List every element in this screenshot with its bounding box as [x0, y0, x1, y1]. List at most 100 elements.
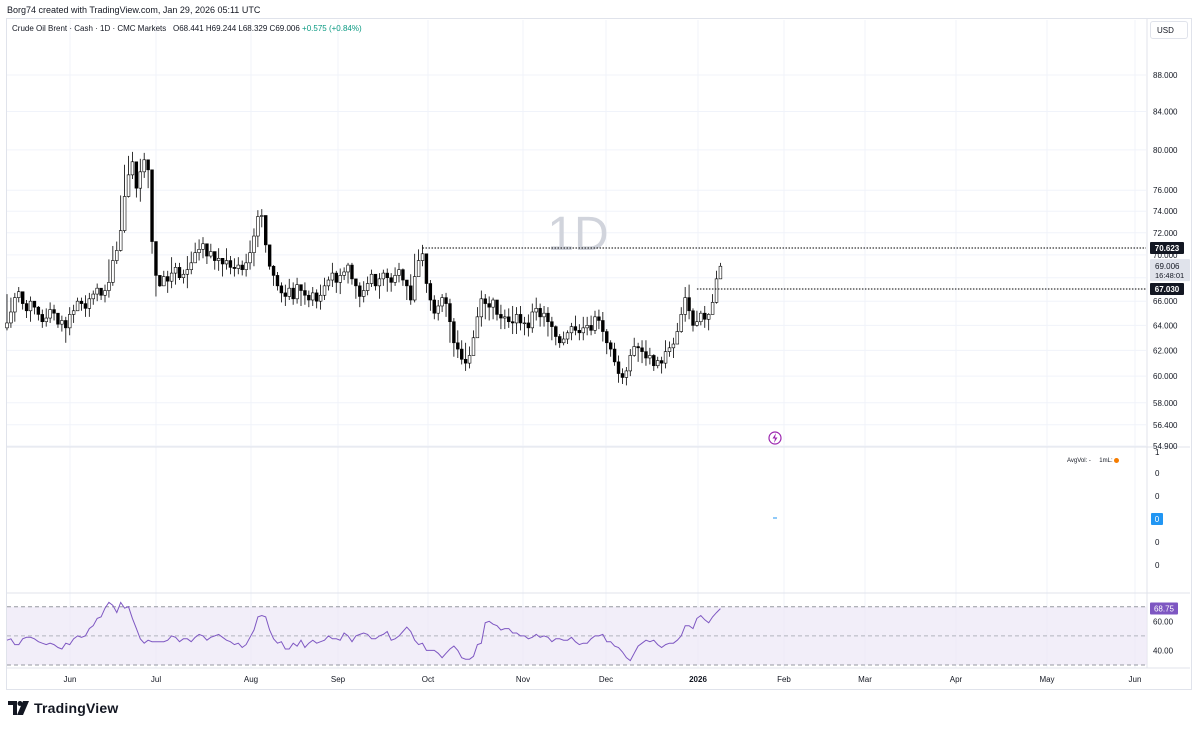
close-value: C69.006 [269, 24, 300, 33]
time-tick-label: Jun [64, 675, 77, 684]
candle-down [79, 300, 84, 304]
price-tick-label: 58.000 [1153, 399, 1178, 408]
volume-axis: 1000000 [1151, 448, 1163, 570]
rsi-line-group [6, 601, 721, 662]
currency-button[interactable]: USD [1150, 21, 1188, 39]
candle-up [201, 243, 205, 250]
candle-down [83, 303, 88, 309]
price-tick-label: 72.000 [1153, 229, 1178, 238]
candle-down [150, 169, 154, 242]
candle-up [569, 326, 574, 334]
candle-up [256, 216, 260, 237]
candle-down [32, 300, 37, 308]
open-value: O68.441 [172, 24, 204, 33]
price-tick-label: 76.000 [1153, 186, 1178, 195]
tradingview-logo[interactable]: TradingView [8, 700, 118, 716]
rsi-line [6, 601, 721, 662]
candle-up [224, 260, 229, 265]
one-ml-label: 1mL: [1099, 458, 1113, 465]
candle-down [283, 292, 288, 297]
price-tick-label: 74.000 [1153, 207, 1178, 216]
candle-up [130, 161, 135, 176]
time-tick-label: Mar [858, 675, 872, 684]
rsi-badge-label: 68.75 [1154, 605, 1175, 614]
candle-down [589, 325, 593, 331]
candle-up [365, 283, 370, 291]
time-tick-label: Apr [950, 675, 963, 684]
candle-up [436, 305, 440, 314]
candle-down [463, 358, 468, 364]
candle-up [397, 269, 401, 276]
volume-tick-label: 0 [1155, 538, 1160, 547]
candle-down [52, 309, 56, 314]
candle-down [401, 269, 405, 281]
candle-up [706, 314, 711, 320]
candle-up [714, 278, 719, 303]
candle-up [565, 332, 570, 340]
candle-down [608, 342, 613, 350]
last-price-label: 69.006 [1155, 262, 1180, 271]
candle-up [75, 300, 80, 312]
candle-down [358, 285, 362, 297]
level-badge-label: 70.623 [1155, 244, 1180, 253]
candle-down [354, 278, 358, 287]
candle-down [232, 267, 237, 269]
symbol-legend: Crude Oil Brent · Cash · 1D · CMC Market… [12, 24, 362, 33]
candle-down [158, 275, 162, 287]
price-tick-label: 80.000 [1153, 146, 1178, 155]
candle-up [173, 267, 178, 274]
candle-up [491, 299, 495, 308]
candle-down [507, 316, 511, 323]
candle-down [644, 351, 648, 359]
candle-up [381, 272, 386, 280]
candle-up [244, 262, 248, 270]
flash-icon[interactable] [768, 431, 782, 445]
price-tick-label: 66.000 [1153, 297, 1178, 306]
candle-up [185, 269, 190, 275]
candle-up [695, 321, 699, 326]
candle-up [503, 316, 507, 319]
rsi-axis: 60.00 40.00 [1153, 617, 1174, 655]
time-tick-label: Oct [422, 675, 435, 684]
candle-up [9, 311, 13, 324]
candle-down [487, 303, 491, 308]
candle-down [64, 320, 68, 329]
high-value: H69.244 [205, 24, 237, 33]
time-tick-label: Dec [599, 675, 613, 684]
candle-down [483, 298, 487, 304]
candle-down [460, 348, 464, 360]
candle-down [267, 244, 272, 267]
candle-down [659, 360, 664, 364]
volume-badge-label: 0 [1155, 515, 1160, 524]
candle-down [558, 336, 562, 344]
candle-up [189, 262, 193, 270]
candle-down [99, 287, 103, 296]
candle-up [126, 174, 131, 197]
candle-up [420, 253, 425, 261]
candle-up [162, 276, 166, 287]
chart-frame [6, 18, 1192, 690]
candle-up [111, 260, 115, 283]
candle-up [295, 284, 299, 300]
candle-down [546, 312, 550, 323]
candle-up [663, 351, 668, 364]
candle-up [209, 251, 213, 257]
volume-tick-label: 0 [1155, 561, 1160, 570]
time-tick-label: Nov [516, 675, 530, 684]
candle-up [648, 355, 652, 359]
price-tick-label: 62.000 [1153, 346, 1178, 355]
candle-up [122, 196, 127, 231]
candle-down [228, 260, 233, 268]
candle-up [710, 302, 715, 315]
symbol-text[interactable]: Crude Oil Brent · Cash · 1D · CMC Market… [12, 24, 167, 33]
candle-down [620, 373, 625, 378]
candle-up [593, 316, 597, 331]
time-tick-label: Feb [777, 675, 791, 684]
candle-down [687, 297, 691, 312]
candle-up [632, 346, 636, 356]
price-tick-label: 64.000 [1153, 321, 1178, 330]
candle-down [314, 292, 319, 302]
candle-down [612, 348, 617, 363]
volume-alert-icon[interactable] [1114, 458, 1120, 463]
